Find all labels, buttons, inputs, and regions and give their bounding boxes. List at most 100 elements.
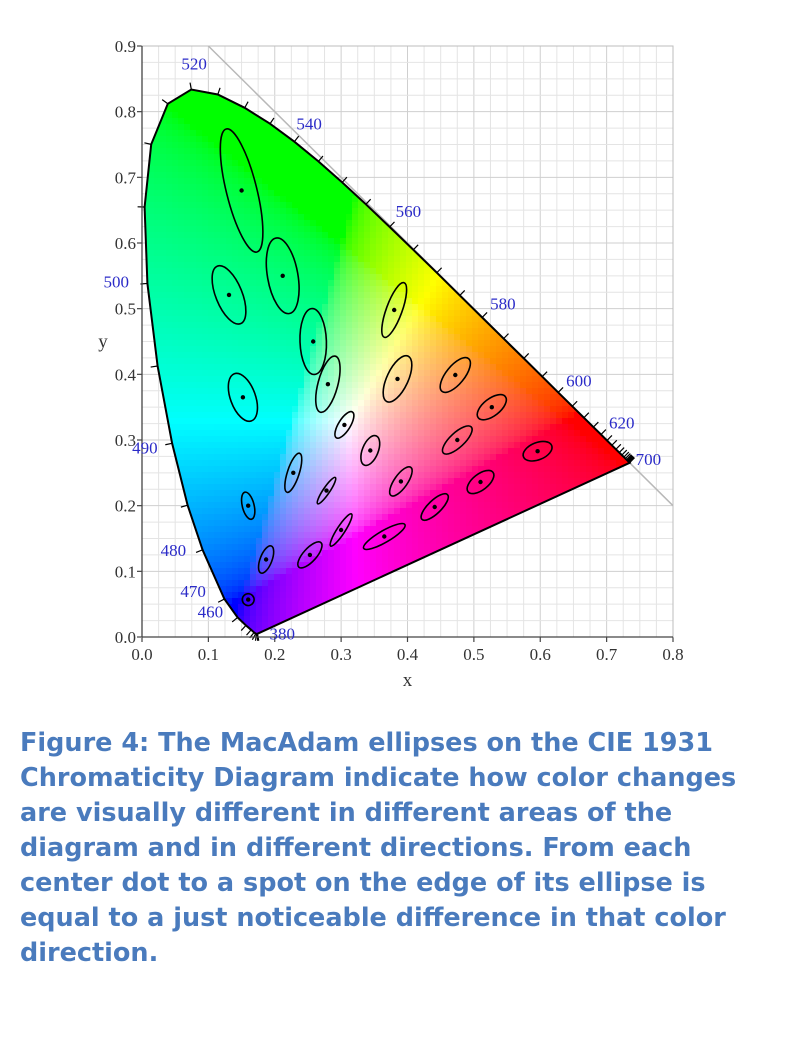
gamut-cell xyxy=(184,520,191,527)
gamut-cell xyxy=(328,442,335,449)
gamut-cell xyxy=(298,382,305,389)
gamut-cell xyxy=(154,130,161,137)
gamut-cell xyxy=(226,89,233,95)
gamut-cell xyxy=(144,124,149,131)
gamut-cell xyxy=(226,226,233,233)
gamut-cell xyxy=(448,322,455,329)
gamut-cell xyxy=(226,256,233,263)
gamut-cell xyxy=(256,442,263,449)
gamut-cell xyxy=(454,370,461,377)
gamut-cell xyxy=(376,598,383,605)
gamut-cell xyxy=(274,370,281,377)
gamut-cell xyxy=(460,484,467,491)
gamut-cell xyxy=(442,412,449,419)
gamut-cell xyxy=(190,148,197,155)
gamut-cell xyxy=(310,220,317,227)
gamut-cell xyxy=(370,238,377,245)
gamut-cell xyxy=(250,244,257,251)
gamut-cell xyxy=(298,478,305,485)
gamut-cell xyxy=(322,202,329,209)
gamut-cell xyxy=(220,184,227,191)
gamut-cell xyxy=(238,526,245,533)
gamut-cell xyxy=(292,370,299,377)
gamut-cell xyxy=(268,196,275,203)
gamut-cell xyxy=(316,322,323,329)
gamut-cell xyxy=(178,610,185,617)
gamut-cell xyxy=(298,244,305,251)
gamut-cell xyxy=(400,274,407,281)
gamut-cell xyxy=(238,514,245,521)
gamut-cell xyxy=(346,214,353,221)
gamut-cell xyxy=(316,484,323,491)
gamut-cell xyxy=(328,436,335,443)
gamut-cell xyxy=(196,124,203,131)
gamut-cell xyxy=(376,622,383,629)
gamut-cell xyxy=(340,262,347,269)
gamut-cell xyxy=(226,334,233,341)
gamut-cell xyxy=(478,466,485,473)
gamut-cell xyxy=(202,304,209,311)
gamut-cell xyxy=(196,184,203,191)
gamut-cell xyxy=(490,514,497,521)
gamut-cell xyxy=(202,310,209,317)
gamut-cell xyxy=(310,382,317,389)
gamut-cell xyxy=(388,244,395,251)
gamut-cell xyxy=(376,538,383,545)
gamut-cell xyxy=(346,244,353,251)
gamut-cell xyxy=(328,616,335,623)
gamut-cell xyxy=(328,172,335,179)
gamut-cell xyxy=(172,232,179,239)
gamut-cell xyxy=(340,208,347,215)
gamut-cell xyxy=(376,286,383,293)
gamut-cell xyxy=(262,508,269,515)
gamut-cell xyxy=(244,226,251,233)
gamut-cell xyxy=(256,592,263,599)
gamut-cell xyxy=(466,328,473,335)
gamut-cell xyxy=(268,280,275,287)
gamut-cell xyxy=(160,580,167,587)
gamut-cell xyxy=(322,550,329,557)
gamut-cell xyxy=(514,478,521,485)
gamut-cell xyxy=(214,220,221,227)
gamut-cell xyxy=(370,388,377,395)
gamut-cell xyxy=(334,442,341,449)
gamut-cell xyxy=(436,370,443,377)
gamut-cell xyxy=(178,628,185,634)
gamut-cell xyxy=(322,244,329,251)
gamut-cell xyxy=(178,82,185,89)
gamut-cell xyxy=(340,394,347,401)
gamut-cell xyxy=(232,418,239,425)
gamut-cell xyxy=(208,196,215,203)
gamut-cell xyxy=(364,616,371,623)
gamut-cell xyxy=(178,94,185,101)
gamut-cell xyxy=(448,478,455,485)
gamut-cell xyxy=(196,202,203,209)
gamut-cell xyxy=(316,526,323,533)
gamut-cell xyxy=(304,322,311,329)
gamut-cell xyxy=(316,328,323,335)
gamut-cell xyxy=(322,208,329,215)
gamut-cell xyxy=(256,250,263,257)
gamut-cell xyxy=(166,130,173,137)
gamut-cell xyxy=(358,442,365,449)
gamut-cell xyxy=(148,376,155,383)
gamut-cell xyxy=(358,592,365,599)
gamut-cell xyxy=(508,448,515,455)
gamut-cell xyxy=(346,310,353,317)
gamut-cell xyxy=(256,400,263,407)
gamut-cell xyxy=(496,544,503,551)
gamut-cell xyxy=(256,268,263,275)
gamut-cell xyxy=(316,364,323,371)
gamut-cell xyxy=(412,580,419,587)
gamut-cell xyxy=(214,322,221,329)
gamut-cell xyxy=(394,298,401,305)
gamut-cell xyxy=(358,532,365,539)
gamut-cell xyxy=(412,508,419,515)
gamut-cell xyxy=(370,382,377,389)
gamut-cell xyxy=(274,328,281,335)
gamut-cell xyxy=(286,190,293,197)
gamut-cell xyxy=(226,112,233,119)
gamut-cell xyxy=(376,604,383,611)
gamut-cell xyxy=(220,460,227,467)
gamut-cell xyxy=(340,334,347,341)
